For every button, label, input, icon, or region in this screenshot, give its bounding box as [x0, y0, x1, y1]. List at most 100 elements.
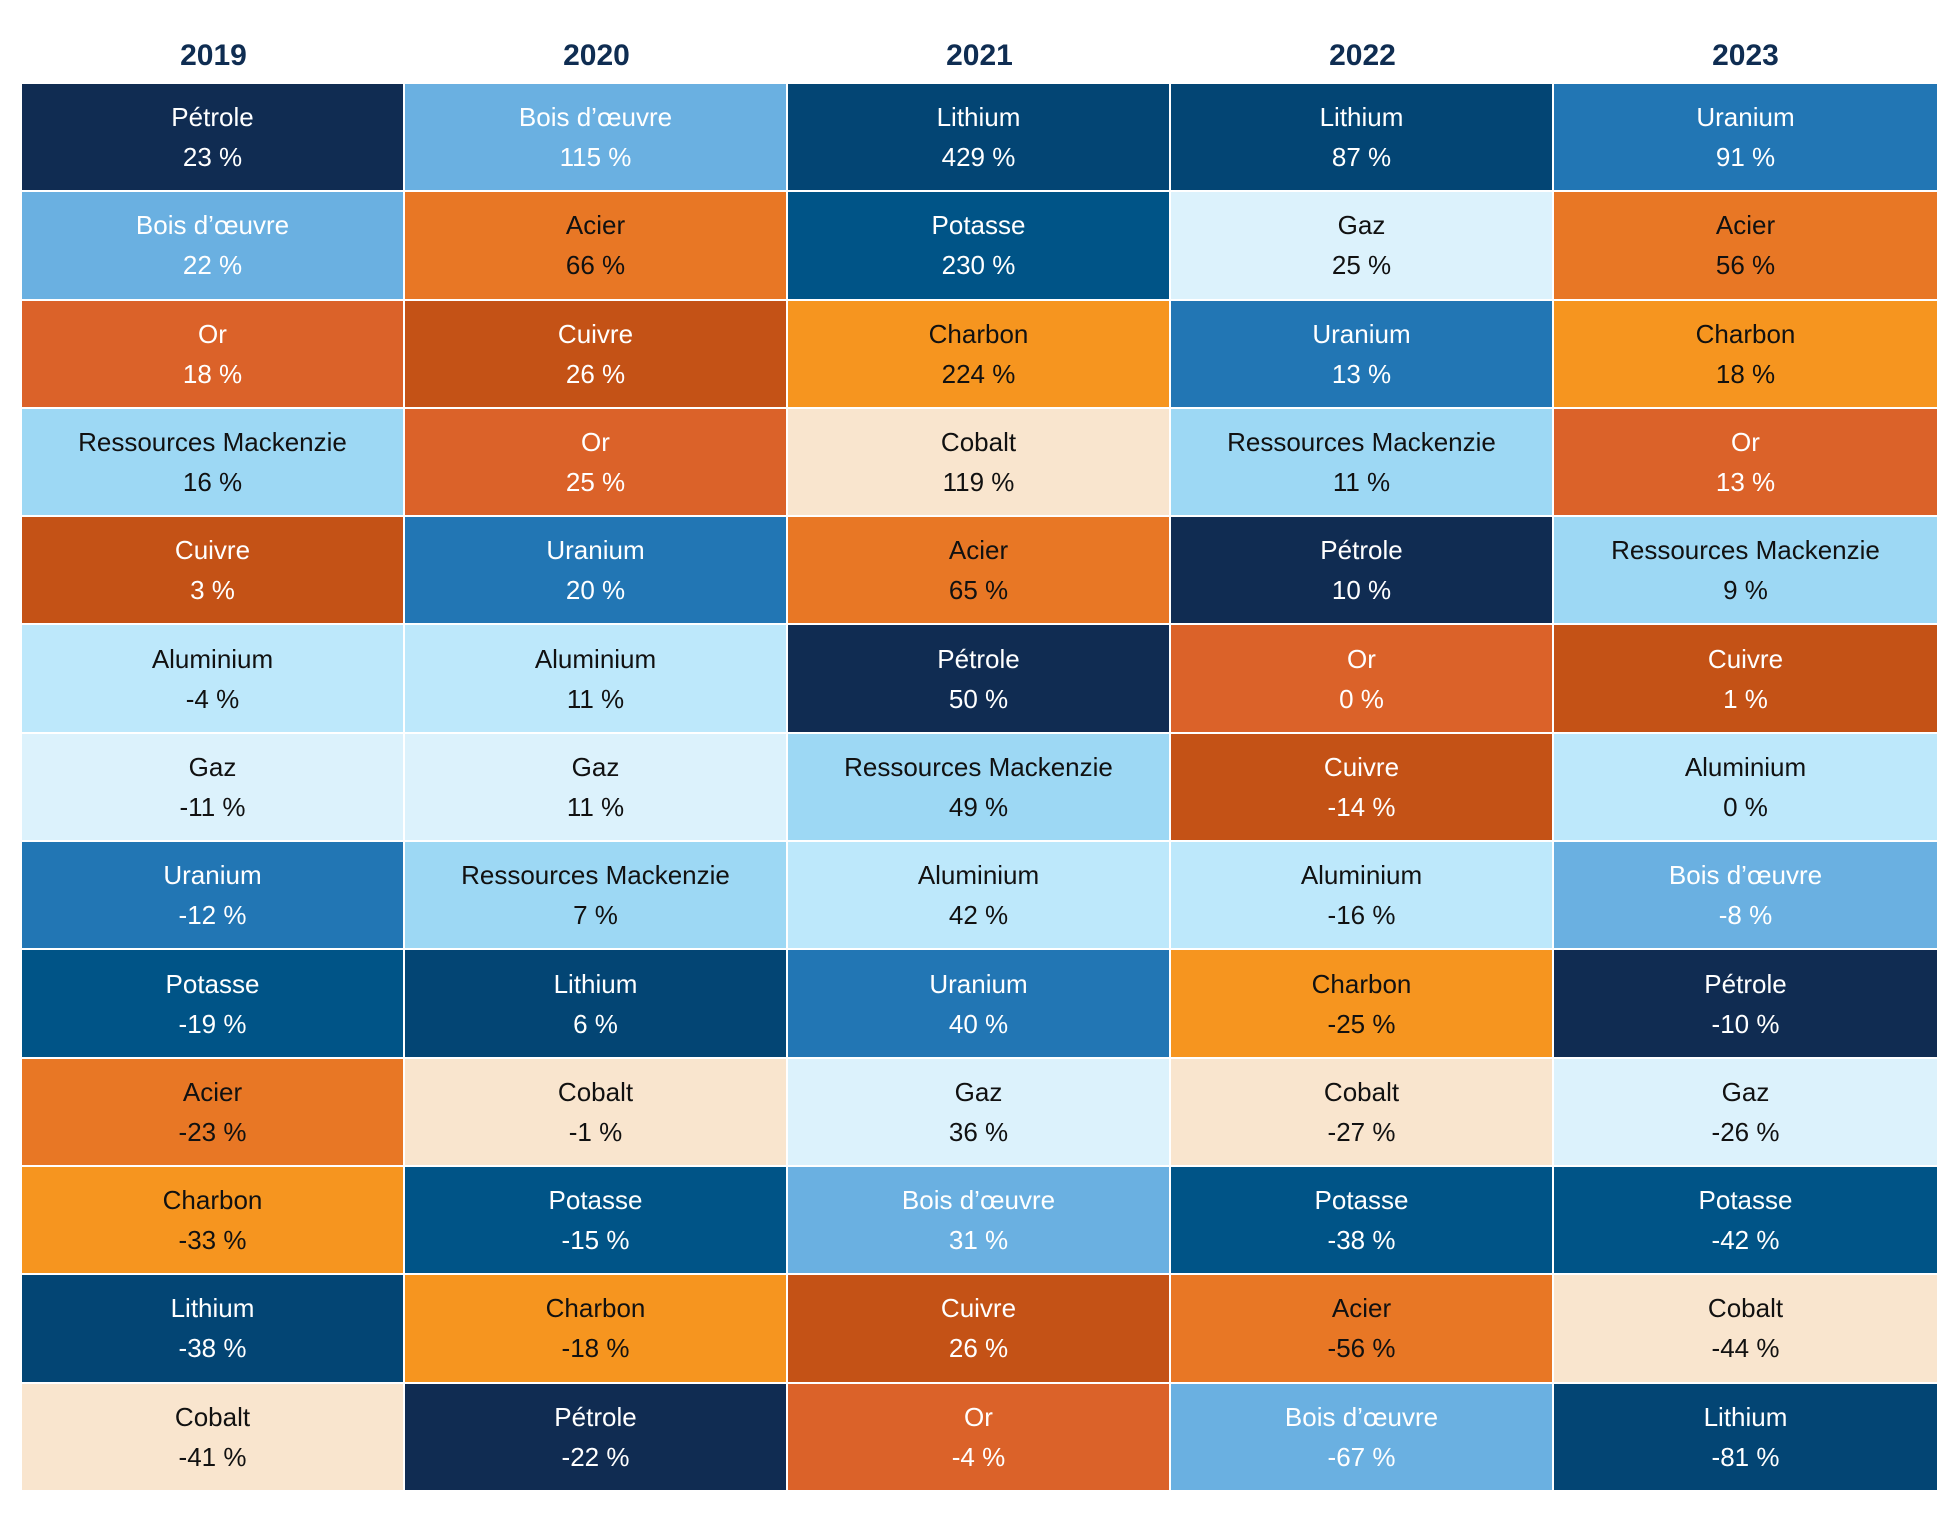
- commodity-name: Ressources Mackenzie: [1227, 427, 1496, 458]
- commodity-name: Potasse: [1314, 1185, 1409, 1216]
- commodity-return-value: 11 %: [566, 683, 625, 714]
- commodity-return-value: 91 %: [1715, 142, 1776, 173]
- commodity-return-value: 3 %: [190, 575, 235, 606]
- commodity-return-value: -23 %: [178, 1116, 247, 1147]
- commodity-return-value: 0 %: [1339, 683, 1384, 714]
- commodity-cell: Pétrole -10 %: [1554, 950, 1937, 1059]
- commodity-cell: Ressources Mackenzie 9 %: [1554, 517, 1937, 626]
- commodity-cell: Potasse -15 %: [405, 1166, 788, 1276]
- commodity-cell: Pétrole 50 %: [788, 625, 1171, 734]
- commodity-name: Uranium: [546, 535, 645, 566]
- year-header-2020: 2020: [563, 39, 630, 72]
- year-column-2022: Lithium 87 % Gaz 25 % Uranium 13 % Ressources …: [1171, 84, 1554, 1492]
- commodity-cell: Or 25 %: [405, 408, 788, 518]
- commodity-cell: Charbon 18 %: [1554, 300, 1937, 409]
- commodity-cell: Lithium 87 %: [1171, 84, 1554, 193]
- commodity-cell: Potasse 230 %: [788, 192, 1171, 301]
- commodity-return-value: 1 %: [1723, 683, 1768, 714]
- commodity-name: Ressources Mackenzie: [1611, 535, 1880, 566]
- commodity-name: Cuivre: [1707, 643, 1784, 674]
- commodity-return-value: 9 %: [1723, 575, 1768, 606]
- commodity-name: Bois d’œuvre: [135, 210, 290, 241]
- commodity-name: Or: [198, 318, 227, 349]
- commodity-cell: Potasse -38 %: [1171, 1166, 1554, 1276]
- commodity-return-value: 22 %: [182, 250, 243, 281]
- commodity-cell: Pétrole -22 %: [405, 1383, 788, 1492]
- commodity-return-value: -10 %: [1711, 1008, 1780, 1039]
- commodity-return-value: -16 %: [1327, 900, 1396, 931]
- commodity-return-value: 10 %: [1331, 575, 1392, 606]
- commodity-name: Aluminium: [534, 643, 657, 674]
- commodity-cell: Lithium 429 %: [788, 84, 1171, 193]
- commodity-return-value: -15 %: [561, 1225, 630, 1256]
- commodity-return-value: 7 %: [573, 900, 618, 931]
- commodity-name: Aluminium: [1300, 860, 1423, 891]
- commodity-name: Bois d’œuvre: [518, 102, 673, 133]
- commodity-return-value: 23 %: [182, 142, 243, 173]
- commodity-cell: Lithium 6 %: [405, 950, 788, 1059]
- commodity-cell: Charbon -25 %: [1171, 950, 1554, 1059]
- commodity-cell: Cobalt -44 %: [1554, 1275, 1937, 1384]
- commodity-name: Aluminium: [917, 860, 1040, 891]
- commodity-cell: Cuivre 26 %: [788, 1275, 1171, 1384]
- year-column-2019: Pétrole 23 % Bois d’œuvre 22 % Or 18 % Ressour…: [22, 84, 405, 1492]
- commodity-cell: Pétrole 10 %: [1171, 517, 1554, 626]
- commodity-name: Cobalt: [940, 427, 1017, 458]
- commodity-return-value: 36 %: [948, 1116, 1009, 1147]
- commodity-cell: Aluminium -16 %: [1171, 842, 1554, 951]
- commodity-name: Uranium: [929, 968, 1028, 999]
- commodity-name: Gaz: [571, 751, 620, 782]
- commodity-cell: Gaz -26 %: [1554, 1058, 1937, 1167]
- commodity-name: Pétrole: [1320, 535, 1403, 566]
- commodity-return-value: 26 %: [948, 1333, 1009, 1364]
- commodity-cell: Charbon 224 %: [788, 300, 1171, 409]
- commodity-cell: Ressources Mackenzie 16 %: [22, 408, 405, 518]
- commodity-cell: Acier 65 %: [788, 517, 1171, 626]
- commodity-return-value: -12 %: [178, 900, 247, 931]
- commodity-return-value: 16 %: [182, 467, 243, 498]
- commodity-name: Pétrole: [937, 643, 1020, 674]
- commodity-name: Uranium: [163, 860, 262, 891]
- commodity-name: Cuivre: [940, 1293, 1017, 1324]
- commodity-return-value: -4 %: [185, 683, 240, 714]
- commodity-cell: Aluminium 11 %: [405, 625, 788, 734]
- commodity-name: Charbon: [162, 1185, 263, 1216]
- year-header-2019: 2019: [180, 39, 247, 72]
- commodity-name: Acier: [1715, 210, 1776, 241]
- commodity-cell: Cuivre 3 %: [22, 517, 405, 626]
- commodity-name: Cobalt: [557, 1076, 634, 1107]
- commodity-return-value: -33 %: [178, 1225, 247, 1256]
- commodity-name: Uranium: [1696, 102, 1795, 133]
- commodity-cell: Acier 56 %: [1554, 192, 1937, 301]
- commodity-cell: Cuivre 26 %: [405, 300, 788, 409]
- commodity-name: Aluminium: [1684, 751, 1807, 782]
- commodity-return-value: -14 %: [1327, 791, 1396, 822]
- commodity-name: Bois d’œuvre: [1668, 860, 1823, 891]
- commodity-return-value: -11 %: [179, 791, 246, 822]
- commodity-cell: Gaz 25 %: [1171, 192, 1554, 301]
- commodity-cell: Lithium -38 %: [22, 1275, 405, 1384]
- commodity-name: Pétrole: [1704, 968, 1787, 999]
- commodity-name: Ressources Mackenzie: [461, 860, 730, 891]
- commodity-cell: Cuivre -14 %: [1171, 733, 1554, 843]
- commodity-return-value: -42 %: [1711, 1225, 1780, 1256]
- commodity-return-value: 429 %: [941, 142, 1016, 173]
- commodity-cell: Bois d’œuvre 115 %: [405, 84, 788, 193]
- year-header-2021: 2021: [946, 39, 1013, 72]
- commodity-cell: Aluminium 42 %: [788, 842, 1171, 951]
- commodity-name: Charbon: [1311, 968, 1412, 999]
- year-column-2021: Lithium 429 % Potasse 230 % Charbon 224 % Coba…: [788, 84, 1171, 1492]
- commodity-name: Ressources Mackenzie: [844, 751, 1113, 782]
- commodity-return-value: -56 %: [1327, 1333, 1396, 1364]
- commodity-return-value: 42 %: [948, 900, 1009, 931]
- commodity-return-value: 25 %: [1331, 250, 1392, 281]
- commodity-cell: Or 0 %: [1171, 625, 1554, 734]
- commodity-cell: Gaz 36 %: [788, 1058, 1171, 1167]
- commodity-name: Aluminium: [151, 643, 274, 674]
- commodity-cell: Acier -56 %: [1171, 1275, 1554, 1384]
- commodity-return-value: 115 %: [559, 142, 632, 173]
- commodity-cell: Cobalt 119 %: [788, 408, 1171, 518]
- commodity-return-value: 31 %: [948, 1225, 1009, 1256]
- commodity-name: Charbon: [1695, 318, 1796, 349]
- commodity-return-value: -38 %: [1327, 1225, 1396, 1256]
